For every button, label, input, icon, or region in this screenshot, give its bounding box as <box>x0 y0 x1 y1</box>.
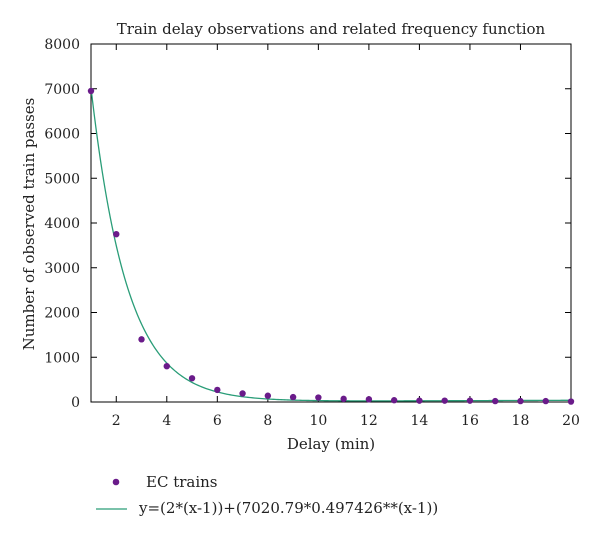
data-point-20 <box>567 398 575 405</box>
data-point-7 <box>239 390 246 397</box>
x-tick-label-18: 18 <box>512 413 530 429</box>
y-tick-label-7000: 7000 <box>44 82 80 98</box>
y-tick-label-6000: 6000 <box>44 127 80 143</box>
data-point-8 <box>264 392 272 399</box>
y-tick-label-1000: 1000 <box>44 350 80 366</box>
legend: EC trains y=(2*(x-1))+(7020.79*0.497426**… <box>96 473 438 517</box>
x-tick-label-8: 8 <box>263 413 272 429</box>
data-point-4 <box>163 363 170 370</box>
data-point-11 <box>340 395 347 403</box>
data-point-15 <box>441 397 448 404</box>
y-tick-label-5000: 5000 <box>44 171 80 187</box>
x-tick-label-10: 10 <box>309 413 327 429</box>
y-tick-label-3000: 3000 <box>44 261 80 277</box>
data-point-9 <box>289 393 297 401</box>
y-tick-label-2000: 2000 <box>44 306 80 322</box>
x-tick-label-14: 14 <box>411 413 429 429</box>
data-point-3 <box>138 336 145 343</box>
y-axis-label: Number of observed train passes <box>20 98 38 351</box>
data-point-12 <box>365 396 373 403</box>
x-axis-label: Delay (min) <box>287 435 375 453</box>
data-point-1 <box>87 87 95 95</box>
y-tick-label-4000: 4000 <box>44 216 80 232</box>
x-tick-label-2: 2 <box>112 413 121 429</box>
data-point-14 <box>416 397 423 404</box>
data-point-5 <box>188 375 196 382</box>
plot-frame <box>90 43 572 403</box>
data-point-13 <box>390 397 398 404</box>
legend-marker-ec-trains <box>112 478 120 486</box>
plot-layer: 2 4 6 8 10 12 14 16 18 20 0 1000 2000 3000 4000 5000 600… <box>44 37 580 429</box>
x-tick-label-4: 4 <box>162 413 171 429</box>
data-point-16 <box>466 397 474 404</box>
legend-label-fit-curve: y=(2*(x-1))+(7020.79*0.497426**(x-1)) <box>138 499 438 517</box>
fit-curve-line <box>90 87 571 402</box>
x-tick-label-16: 16 <box>461 413 479 429</box>
data-point-2 <box>113 230 120 238</box>
x-tick-label-20: 20 <box>562 413 580 429</box>
data-point-18 <box>517 397 524 405</box>
y-tick-label-0: 0 <box>71 395 80 411</box>
data-point-17 <box>492 397 499 405</box>
chart-title: Train delay observations and related fre… <box>117 20 546 38</box>
data-point-10 <box>315 394 322 401</box>
x-tick-label-6: 6 <box>213 413 222 429</box>
data-point-6 <box>214 386 221 394</box>
data-point-19 <box>542 397 549 405</box>
x-tick-label-12: 12 <box>360 413 378 429</box>
y-tick-label-8000: 8000 <box>44 37 80 53</box>
legend-label-ec-trains: EC trains <box>146 473 218 491</box>
